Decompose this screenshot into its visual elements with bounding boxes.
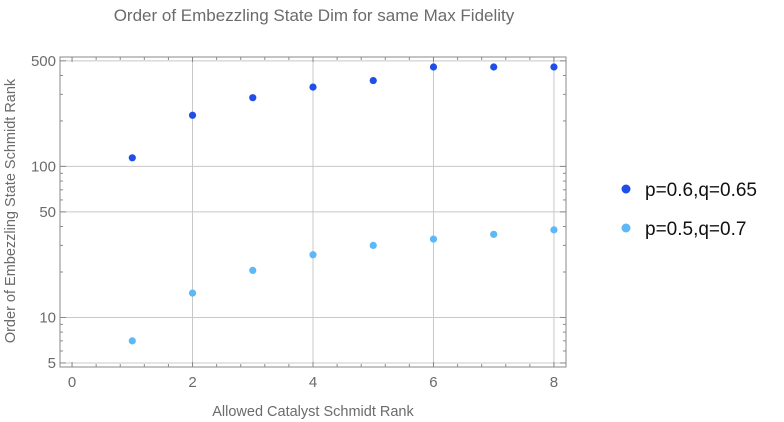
legend-marker-series-1 bbox=[621, 184, 631, 194]
data-point-series-2 bbox=[188, 289, 197, 297]
legend-marker-series-2 bbox=[621, 223, 631, 233]
data-point-series-2 bbox=[550, 226, 558, 234]
data-point-series-1 bbox=[429, 63, 438, 71]
x-tick-label: 6 bbox=[429, 374, 437, 391]
data-point-series-1 bbox=[188, 111, 197, 119]
data-point-series-2 bbox=[429, 235, 438, 243]
data-point-series-1 bbox=[490, 63, 498, 71]
data-point-series-1 bbox=[550, 63, 558, 71]
data-points bbox=[128, 63, 558, 345]
x-tick-label: 8 bbox=[550, 374, 558, 391]
y-tick-label: 10 bbox=[39, 309, 56, 326]
y-tick-label: 500 bbox=[31, 53, 56, 70]
x-axis-label: Allowed Catalyst Schmidt Rank bbox=[212, 404, 414, 420]
data-point-series-2 bbox=[369, 241, 377, 249]
y-axis-ticks: 5 10 50 100 500 bbox=[31, 53, 566, 372]
data-point-series-1 bbox=[249, 94, 257, 102]
y-tick-label: 5 bbox=[48, 355, 56, 372]
data-point-series-2 bbox=[490, 230, 498, 238]
x-tick-label: 0 bbox=[68, 374, 76, 391]
y-tick-label: 100 bbox=[31, 158, 56, 175]
y-axis-label: Order of Embezzling State Schmidt Rank bbox=[3, 78, 19, 343]
legend-label-series-1: p=0.6,q=0.65 bbox=[645, 180, 757, 201]
x-axis-ticks: 0 2 4 6 8 bbox=[68, 57, 558, 391]
x-tick-label: 2 bbox=[188, 374, 196, 391]
y-tick-label: 50 bbox=[39, 204, 56, 221]
data-point-series-2 bbox=[249, 266, 257, 274]
legend-label-series-2: p=0.5,q=0.7 bbox=[645, 219, 746, 240]
x-tick-label: 4 bbox=[309, 374, 317, 391]
legend: p=0.6,q=0.65 p=0.5,q=0.7 bbox=[621, 180, 757, 240]
data-point-series-1 bbox=[369, 76, 377, 85]
data-point-series-1 bbox=[128, 154, 136, 162]
grid bbox=[60, 57, 566, 367]
data-point-series-2 bbox=[128, 337, 136, 345]
chart-title: Order of Embezzling State Dim for same M… bbox=[114, 6, 515, 25]
data-point-series-1 bbox=[309, 83, 317, 91]
data-point-series-2 bbox=[309, 251, 317, 259]
